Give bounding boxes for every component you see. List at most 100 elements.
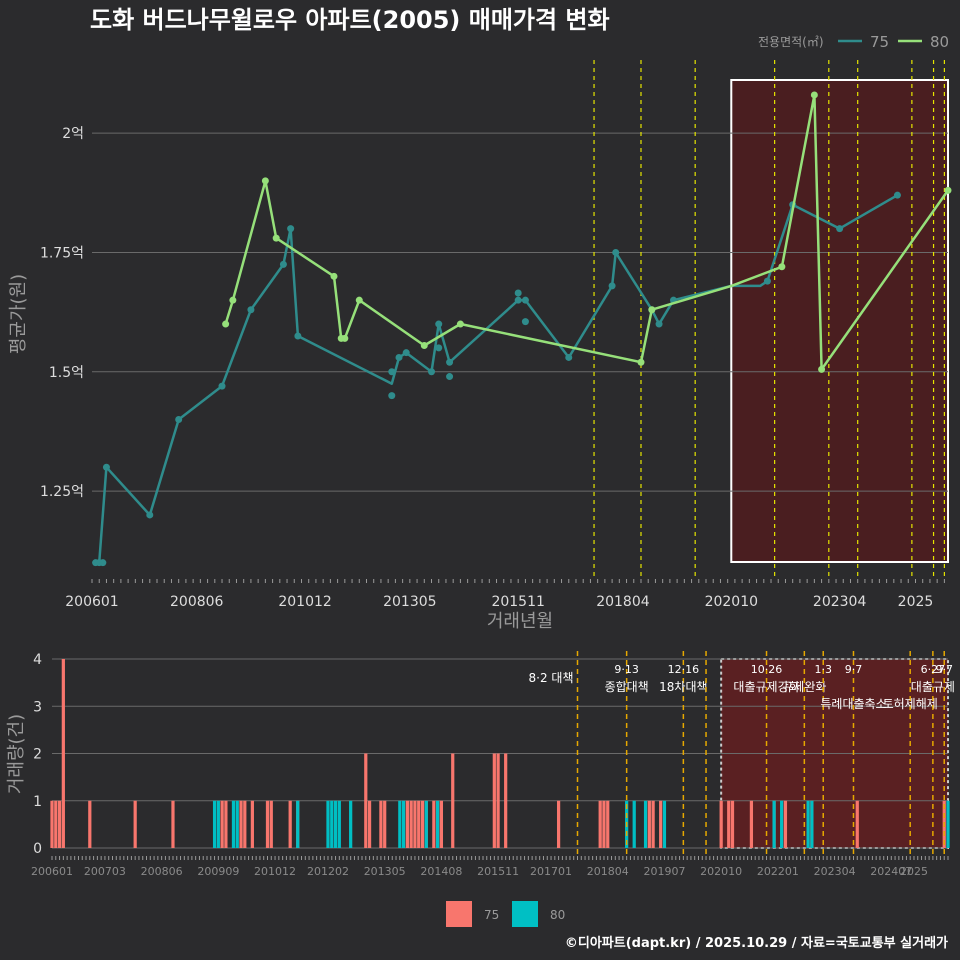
bar-75	[413, 800, 417, 848]
series-80-point	[355, 296, 363, 304]
policy-name-label: 대출규제강화	[733, 680, 799, 694]
series-75-point	[763, 277, 771, 285]
policy-name-label: 특례대출축소	[820, 697, 886, 711]
policy-name-label: 종합대책	[605, 679, 649, 694]
bar-75	[243, 800, 247, 848]
policy-date-label: 9·13	[614, 663, 639, 676]
bar-80	[946, 800, 950, 848]
bar-75	[379, 800, 383, 848]
bar-75	[730, 800, 735, 848]
bar-75	[602, 800, 606, 848]
y-tick-label: 1.75억	[40, 245, 84, 261]
series-75-point	[655, 320, 663, 328]
chart-title: 도화 버드나무윌로우 아파트(2005) 매매가격 변화	[90, 6, 610, 34]
series-75-point	[388, 392, 396, 400]
legend-bar-75-swatch	[446, 901, 472, 927]
x-tick-label: 200806	[170, 594, 224, 610]
bar-75	[288, 800, 292, 848]
series-80-point	[456, 320, 464, 328]
bar-75	[367, 800, 372, 848]
series-75-point	[388, 368, 396, 376]
x-tick-label: 201305	[364, 865, 406, 878]
series-75-point	[146, 511, 154, 519]
bar-80	[333, 800, 338, 848]
series-75-point	[836, 225, 844, 233]
series-75-point	[608, 282, 616, 290]
series-75-point	[435, 320, 443, 328]
y-tick-label: 1.5억	[49, 365, 84, 381]
series-75-point	[294, 332, 302, 340]
y-tick-label: 3	[33, 699, 42, 715]
legend-title: 전용면적(㎡)	[758, 35, 824, 49]
x-tick-label: 200601	[65, 594, 118, 610]
series-75-point	[279, 260, 287, 268]
bar-75	[606, 800, 610, 848]
bar-75	[556, 800, 561, 848]
x-tick-label: 201511	[491, 594, 544, 610]
bar-80	[662, 800, 667, 848]
bar-75	[417, 800, 421, 848]
y-tick-label: 2	[33, 747, 42, 763]
bar-80	[337, 800, 341, 848]
bar-80	[632, 800, 636, 848]
series-80-point	[648, 306, 656, 314]
series-80-point	[229, 296, 237, 304]
bar-75	[250, 800, 254, 848]
bar-75	[364, 753, 368, 848]
policy-date-label: 9·7	[935, 663, 953, 676]
bar-75	[659, 800, 663, 848]
series-75-point	[446, 373, 454, 381]
bar-75	[269, 800, 273, 848]
x-tick-label: 201012	[278, 594, 331, 610]
series-80-point	[778, 263, 786, 271]
y-axis-title: 평균가(원)	[8, 274, 29, 354]
policy-date-label: 10·26	[751, 663, 783, 676]
bar-75	[50, 800, 54, 848]
x-tick-label: 201804	[587, 865, 629, 878]
x-tick-label: 2025	[898, 594, 934, 610]
bar-75	[220, 800, 224, 848]
bar-80	[235, 800, 239, 848]
series-75-point	[446, 358, 454, 366]
x-tick-label: 201305	[383, 594, 436, 610]
series-75-point	[175, 416, 183, 423]
policy-date-label: 1·3	[814, 663, 832, 676]
bar-75	[855, 800, 859, 848]
bar-75	[224, 800, 228, 848]
x-tick-label: 201701	[530, 865, 572, 878]
series-75-point	[287, 225, 295, 233]
bar-75	[749, 800, 754, 848]
bar-75	[54, 800, 58, 848]
bar-75	[783, 800, 788, 848]
x-tick-label: 201202	[307, 865, 349, 878]
policy-name-label: 대출규제	[911, 680, 955, 694]
bar-75	[504, 753, 508, 848]
bar-75	[61, 659, 65, 848]
bar-75	[727, 800, 731, 848]
bar-80	[424, 800, 428, 848]
bar-80	[349, 800, 353, 848]
bar-75	[719, 800, 723, 848]
bar-75	[383, 800, 387, 848]
bar-80	[330, 800, 334, 848]
bar-75	[57, 800, 62, 848]
bar-75	[647, 800, 651, 848]
series-75-point	[893, 191, 901, 199]
y-tick-label: 2억	[62, 126, 84, 142]
policy-name-label: 8·2 대책	[529, 670, 574, 685]
legend-75-label: 75	[870, 33, 889, 51]
legend-bottom: 75 80	[446, 901, 565, 927]
series-75-point	[565, 353, 573, 361]
bar-75	[598, 800, 602, 848]
bar-75	[171, 800, 175, 848]
bar-80	[780, 800, 784, 848]
x-tick-label: 201012	[254, 865, 296, 878]
series-80-point	[810, 91, 818, 99]
legend-bar-80-swatch	[512, 901, 538, 927]
series-80-point	[341, 334, 349, 342]
bar-75	[439, 800, 444, 848]
x-tick-label: 201907	[643, 865, 685, 878]
bar-75	[420, 800, 425, 848]
series-75-point	[521, 318, 529, 326]
